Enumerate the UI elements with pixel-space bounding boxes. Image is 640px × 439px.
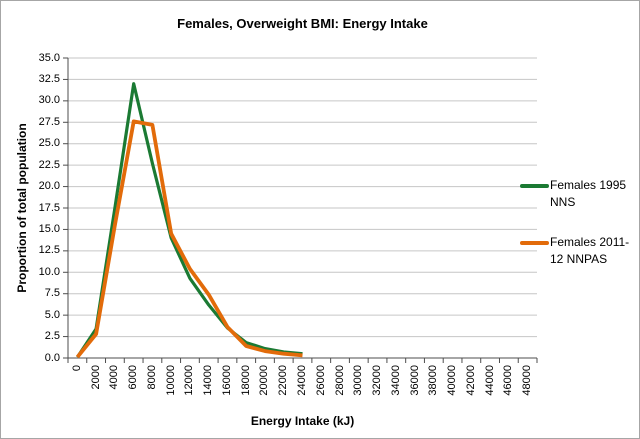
- x-tick-label: 32000: [371, 365, 384, 396]
- legend-label: Females 1995 NNS: [550, 178, 627, 209]
- x-tick-label: 10000: [164, 365, 177, 396]
- y-tick-label: 10.0: [38, 265, 60, 278]
- y-tick-label: 5.0: [44, 308, 60, 321]
- x-tick-label: 2000: [89, 365, 102, 390]
- x-tick-label: 44000: [483, 365, 496, 396]
- y-tick-label: 0.0: [44, 351, 60, 364]
- y-tick-label: 7.5: [44, 287, 60, 300]
- x-tick-label: 28000: [333, 365, 346, 396]
- y-tick-label: 22.5: [38, 158, 60, 171]
- x-tick-label: 0: [70, 365, 83, 372]
- x-tick-label: 30000: [352, 365, 365, 396]
- x-tick-label: 26000: [314, 365, 327, 396]
- x-axis-title: Energy Intake (kJ): [250, 414, 355, 428]
- x-tick-label: 34000: [389, 365, 402, 396]
- x-tick-label: 36000: [408, 365, 421, 396]
- legend-label: Females 2011-12 NNPAS: [550, 235, 630, 266]
- y-tick-label: 32.5: [38, 72, 60, 85]
- x-tick-label: 20000: [258, 365, 271, 396]
- x-tick-label: 4000: [108, 365, 121, 390]
- series-line: [76, 82, 303, 358]
- x-tick-label: 48000: [521, 365, 534, 396]
- y-tick-label: 30.0: [38, 94, 60, 107]
- x-tick-label: 14000: [202, 365, 215, 396]
- y-tick-label: 17.5: [38, 201, 60, 214]
- series-2-line-swatch: [520, 241, 549, 245]
- chart-title: Females, Overweight BMI: Energy Intake: [177, 16, 428, 31]
- x-tick-label: 42000: [464, 365, 477, 396]
- y-tick-label: 15.0: [38, 222, 60, 235]
- x-tick-label: 22000: [277, 365, 290, 396]
- y-tick-label: 2.5: [44, 330, 60, 343]
- y-tick-label: 20.0: [38, 180, 60, 193]
- x-tick-label: 16000: [220, 365, 233, 396]
- x-tick-label: 18000: [239, 365, 252, 396]
- x-tick-label: 12000: [183, 365, 196, 396]
- series-line: [75, 119, 303, 359]
- legend-item: Females 2011-12 NNPAS: [520, 234, 635, 268]
- legend-item: Females 1995 NNS: [520, 177, 635, 211]
- y-tick-label: 35.0: [38, 51, 60, 64]
- legend: Females 1995 NNS Females 2011-12 NNPAS: [520, 177, 635, 291]
- x-tick-label: 46000: [502, 365, 515, 396]
- y-tick-label: 25.0: [38, 137, 60, 150]
- x-tick-label: 8000: [145, 365, 158, 390]
- x-tick-label: 24000: [296, 365, 308, 396]
- x-tick-label: 6000: [127, 365, 140, 390]
- y-tick-label: 12.5: [38, 244, 60, 257]
- x-tick-label: 40000: [446, 365, 459, 396]
- x-tick-label: 38000: [427, 365, 440, 396]
- series-1-line-swatch: [520, 184, 549, 188]
- y-tick-label: 27.5: [38, 115, 60, 128]
